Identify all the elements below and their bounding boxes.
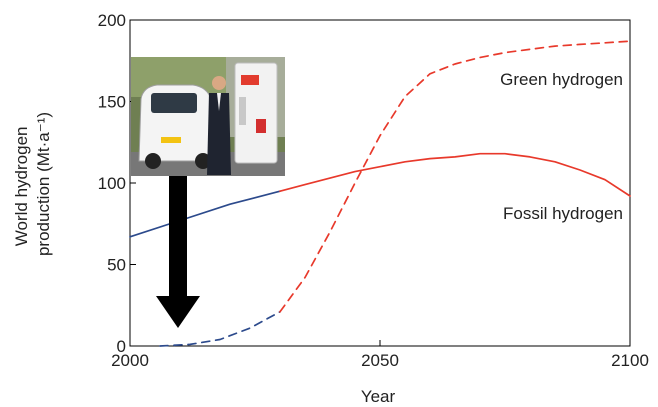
series-label-green-hydrogen: Green hydrogen (500, 70, 623, 89)
y-tick-label: 150 (98, 93, 126, 112)
series-line-fossil-hydrogen-projected (279, 152, 631, 197)
y-axis-title-line-2: production (Mt·a⁻¹) (34, 112, 53, 256)
y-axis-title-line-1: World hydrogen (12, 127, 31, 247)
x-axis-title: Year (361, 387, 396, 406)
axis-ticks: 0 50 100 150 200 2000 2050 2100 (98, 11, 649, 370)
y-tick-label: 50 (107, 256, 126, 275)
series-line-green-hydrogen-projected (279, 40, 631, 313)
series-line-green-hydrogen-historical (159, 310, 281, 347)
x-tick-label: 2050 (361, 351, 399, 370)
x-tick-label: 2100 (611, 351, 649, 370)
y-tick-label: 100 (98, 174, 126, 193)
series-label-fossil-hydrogen: Fossil hydrogen (503, 204, 623, 223)
x-tick-label: 2000 (111, 351, 149, 370)
hydrogen-car-photo (131, 57, 285, 176)
down-arrow-icon (156, 176, 200, 328)
y-tick-label: 200 (98, 11, 126, 30)
y-tick-label: 0 (117, 337, 126, 356)
series-lines (129, 40, 631, 347)
series-line-fossil-hydrogen-historical (129, 190, 281, 238)
y-axis-title: World hydrogen production (Mt·a⁻¹) (12, 112, 53, 256)
